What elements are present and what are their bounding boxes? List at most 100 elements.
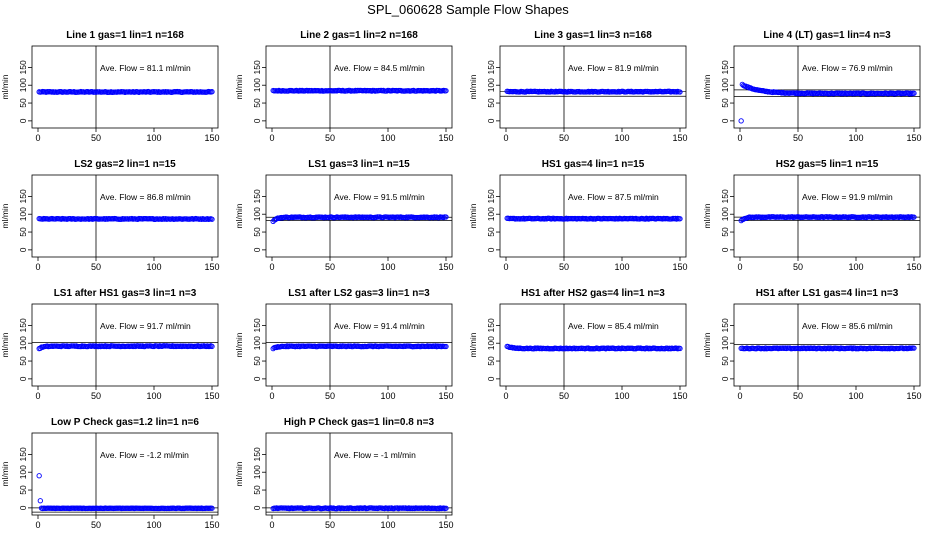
x-tick-label: 100 <box>380 391 395 401</box>
data-point <box>443 88 449 94</box>
chart-title: HS1 after HS2 gas=4 lin=1 n=3 <box>521 288 665 299</box>
average-flow-label: Ave. Flow = 84.5 ml/min <box>334 63 425 73</box>
plot-frame <box>499 45 687 129</box>
y-tick-label: 50 <box>720 227 730 237</box>
y-axis-label: ml/min <box>468 332 478 357</box>
y-tick-label: 50 <box>252 227 262 237</box>
y-axis-label: ml/min <box>702 332 712 357</box>
y-tick-label: 50 <box>486 356 496 366</box>
y-tick-label: 50 <box>252 356 262 366</box>
data-points <box>504 215 683 222</box>
average-flow-label: Ave. Flow = 87.5 ml/min <box>568 192 659 202</box>
y-tick-label: 50 <box>252 98 262 108</box>
x-tick-label: 100 <box>614 262 629 272</box>
data-points <box>270 87 449 94</box>
y-axis-label: ml/min <box>0 203 10 228</box>
average-flow-label: Ave. Flow = 85.4 ml/min <box>568 321 659 331</box>
x-tick-label: 150 <box>906 391 921 401</box>
chart-title: Line 1 gas=1 lin=1 n=168 <box>66 30 184 41</box>
plot-frame <box>733 303 921 387</box>
y-tick-label: 100 <box>252 336 262 350</box>
y-tick-label: 150 <box>720 60 730 74</box>
chart-title: Line 3 gas=1 lin=3 n=168 <box>534 30 652 41</box>
y-tick-label: 0 <box>18 118 28 123</box>
y-tick-label: 150 <box>18 60 28 74</box>
chart-panel-1: Line 1 gas=1 lin=1 n=168 ml/min 0 50 100 150 0… <box>0 30 220 143</box>
x-tick-label: 50 <box>325 520 335 530</box>
x-tick-label: 150 <box>906 262 921 272</box>
x-tick-label: 150 <box>204 520 219 530</box>
y-tick-label: 0 <box>252 247 262 252</box>
data-points <box>738 81 917 124</box>
data-point <box>209 89 215 95</box>
x-tick-label: 100 <box>146 520 161 530</box>
x-tick-label: 50 <box>91 520 101 530</box>
chart-panel-7: HS1 gas=4 lin=1 n=15 ml/min 0 50 100 150 0 50 10… <box>468 159 688 272</box>
x-tick-label: 100 <box>380 520 395 530</box>
x-tick-label: 50 <box>793 262 803 272</box>
y-axis-label: ml/min <box>702 203 712 228</box>
x-tick-label: 0 <box>503 262 508 272</box>
chart-title: Low P Check gas=1.2 lin=1 n=6 <box>51 417 199 428</box>
y-tick-label: 0 <box>252 376 262 381</box>
y-axis-label: ml/min <box>234 74 244 99</box>
y-tick-label: 50 <box>18 356 28 366</box>
y-tick-label: 100 <box>720 336 730 350</box>
y-tick-label: 0 <box>720 247 730 252</box>
data-point <box>443 343 449 350</box>
y-tick-label: 50 <box>486 227 496 237</box>
y-tick-label: 50 <box>720 98 730 108</box>
chart-panel-10: LS1 after LS2 gas=3 lin=1 n=3 ml/min 0 50 10… <box>234 288 454 401</box>
chart-title: LS2 gas=2 lin=1 n=15 <box>74 159 176 170</box>
average-flow-label: Ave. Flow = 86.8 ml/min <box>100 192 191 202</box>
chart-title: Line 2 gas=1 lin=2 n=168 <box>300 30 418 41</box>
plot-frame <box>733 174 921 258</box>
chart-title: HS2 gas=5 lin=1 n=15 <box>776 159 879 170</box>
y-tick-label: 0 <box>486 118 496 123</box>
x-tick-label: 150 <box>204 262 219 272</box>
average-flow-label: Ave. Flow = 81.9 ml/min <box>568 63 659 73</box>
x-tick-label: 0 <box>269 133 274 143</box>
x-tick-label: 150 <box>204 133 219 143</box>
chart-title: High P Check gas=1 lin=0.8 n=3 <box>284 417 435 428</box>
chart-title: Line 4 (LT) gas=1 lin=4 n=3 <box>763 30 891 41</box>
average-flow-label: Ave. Flow = -1 ml/min <box>334 450 416 460</box>
chart-panel-9: LS1 after HS1 gas=3 lin=1 n=3 ml/min 0 50 10… <box>0 288 220 401</box>
chart-title: LS1 after HS1 gas=3 lin=1 n=3 <box>54 288 197 299</box>
chart-panel-14: High P Check gas=1 lin=0.8 n=3 ml/min 0 50 1… <box>234 417 454 530</box>
x-tick-label: 100 <box>614 133 629 143</box>
data-point <box>911 214 917 220</box>
chart-title: HS1 after LS1 gas=4 lin=1 n=3 <box>756 288 899 299</box>
y-axis-label: ml/min <box>0 332 10 357</box>
y-tick-label: 100 <box>486 207 496 221</box>
x-tick-label: 0 <box>35 262 40 272</box>
x-tick-label: 50 <box>325 262 335 272</box>
chart-panel-6: LS1 gas=3 lin=1 n=15 ml/min 0 50 100 150 0 50 10… <box>234 159 454 272</box>
chart-panel-4: Line 4 (LT) gas=1 lin=4 n=3 ml/min 0 50 100 1… <box>702 30 922 143</box>
y-tick-label: 0 <box>18 505 28 510</box>
x-tick-label: 50 <box>793 391 803 401</box>
y-tick-label: 100 <box>252 207 262 221</box>
y-tick-label: 100 <box>720 78 730 92</box>
chart-panel-11: HS1 after HS2 gas=4 lin=1 n=3 ml/min 0 50 10… <box>468 288 688 401</box>
y-tick-label: 100 <box>252 465 262 479</box>
data-point <box>443 214 449 220</box>
x-tick-label: 0 <box>503 391 508 401</box>
data-points <box>270 343 449 352</box>
y-tick-label: 150 <box>252 189 262 203</box>
y-tick-label: 100 <box>486 78 496 92</box>
x-tick-label: 100 <box>848 391 863 401</box>
average-flow-label: Ave. Flow = 91.5 ml/min <box>334 192 425 202</box>
page-title: SPL_060628 Sample Flow Shapes <box>367 2 569 17</box>
x-tick-label: 50 <box>91 391 101 401</box>
y-tick-label: 0 <box>720 376 730 381</box>
y-tick-label: 100 <box>18 207 28 221</box>
y-axis-label: ml/min <box>0 461 10 486</box>
x-tick-label: 150 <box>438 391 453 401</box>
average-flow-label: Ave. Flow = 81.1 ml/min <box>100 63 191 73</box>
x-tick-label: 150 <box>672 262 687 272</box>
chart-panel-5: LS2 gas=2 lin=1 n=15 ml/min 0 50 100 150 0 50 10… <box>0 159 220 272</box>
x-tick-label: 50 <box>91 133 101 143</box>
plot-frame <box>265 303 453 387</box>
